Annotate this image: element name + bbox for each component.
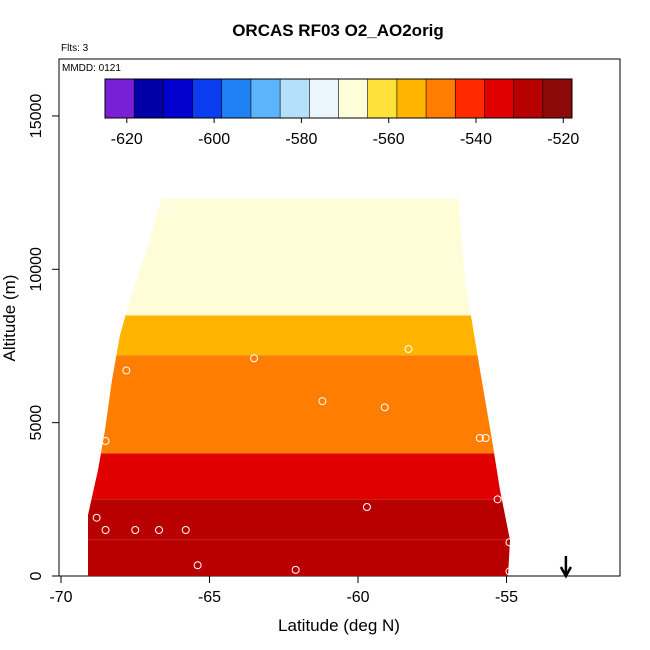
sample-point [505,538,514,547]
colorbar-swatch [338,79,369,118]
y-axis: 0 5000 10000 15000 [28,94,59,580]
sample-point [101,525,110,534]
x-tick-label: -65 [198,589,221,606]
colorbar-border [104,78,573,119]
sample-point [181,525,190,534]
colorbar-swatch [367,79,398,118]
sample-point [362,502,371,511]
y-axis-label: Altitude (m) [0,275,19,362]
x-tick-label: -60 [346,589,369,606]
colorbar-swatch [250,79,281,118]
sample-point [92,513,101,522]
x-tick-label: -55 [495,589,518,606]
field-band [88,499,510,540]
x-tick-label: -70 [49,589,72,606]
colorbar-swatch [455,79,485,118]
sample-point [404,345,413,354]
field-band [88,355,510,454]
y-tick-label: 10000 [28,247,45,292]
data-field [88,198,510,576]
sample-point [475,433,484,442]
colorbar-swatch [163,79,194,118]
sample-point [101,437,110,446]
colorbar-swatch [105,79,135,118]
field-band [88,539,510,576]
colorbar-swatch [426,79,456,118]
colorbar-tick-label: -620 [111,131,143,148]
colorbar-swatch [484,79,515,118]
colorbar-swatch [309,79,339,118]
colorbar-swatch [192,79,223,118]
sample-point [291,565,300,574]
arrow-head [559,566,572,579]
field-band [88,453,510,500]
sample-points [92,188,514,576]
date-annotation: MMDD: 0121 [62,63,121,74]
field-band [88,198,510,316]
colorbar-tick-label: -600 [198,131,230,148]
flights-annotation: Flts: 3 [61,43,89,54]
chart-title: ORCAS RF03 O2_AO2orig [232,21,444,40]
colorbar: -620 -600 -580 -560 -540 -520 [104,78,579,148]
y-tick-label: 5000 [28,405,45,441]
colorbar-tick-label: -520 [547,131,579,148]
arrow-marker [559,556,572,579]
sample-point [155,525,164,534]
sample-point [481,433,490,442]
colorbar-swatch [542,79,573,118]
colorbar-swatch [396,79,427,118]
x-axis: -70 -65 -60 -55 [49,576,518,606]
sample-point [505,567,514,576]
sample-point [166,203,175,212]
x-axis-label: Latitude (deg N) [278,616,400,635]
colorbar-tick-label: -540 [460,131,492,148]
sample-point [193,561,202,570]
sample-point [380,403,389,412]
y-tick-label: 15000 [28,94,45,139]
colorbar-swatch [134,79,164,118]
sample-point [452,188,461,197]
field-bands [88,198,510,576]
colorbar-swatch [280,79,310,118]
sample-point [493,495,502,504]
colorbar-tick-label: -560 [373,131,405,148]
colorbar-tick-label: -580 [285,131,317,148]
sample-point [131,525,140,534]
sample-point [250,354,259,363]
sample-point [318,397,327,406]
y-tick-label: 0 [28,571,45,580]
sample-point [122,366,131,375]
field-band [88,315,510,356]
colorbar-swatch [513,79,544,118]
colorbar-swatch [221,79,252,118]
